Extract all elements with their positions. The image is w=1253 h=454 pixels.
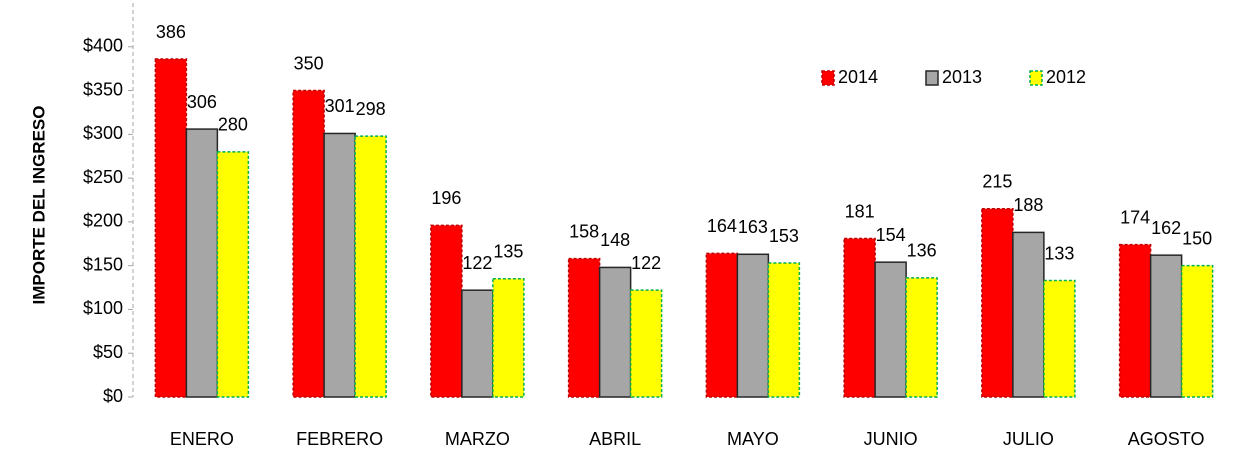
- data-label: 196: [431, 188, 461, 208]
- bar: [629, 289, 663, 398]
- data-label: 150: [1182, 228, 1212, 248]
- data-label: 181: [845, 201, 875, 221]
- bar: [1149, 254, 1183, 398]
- x-tick-label: ENERO: [170, 429, 234, 449]
- data-label: 162: [1151, 218, 1181, 238]
- y-tick-label: $100: [83, 298, 123, 318]
- data-label: 306: [187, 92, 217, 112]
- legend-swatch: [925, 70, 939, 86]
- x-tick-label: JULIO: [1003, 429, 1054, 449]
- bar: [1180, 264, 1214, 398]
- y-tick-label: $0: [103, 386, 123, 406]
- x-tick-label: ABRIL: [589, 429, 641, 449]
- data-label: 135: [493, 242, 523, 262]
- y-tick-label: $200: [83, 211, 123, 231]
- y-tick-label: $50: [93, 342, 123, 362]
- data-label: 298: [356, 99, 386, 119]
- y-tick-label: $250: [83, 167, 123, 187]
- data-label: 163: [738, 217, 768, 237]
- data-label: 188: [1013, 195, 1043, 215]
- bar: [185, 128, 219, 398]
- legend-swatch: [1029, 70, 1043, 86]
- bar: [1012, 231, 1045, 398]
- data-label: 133: [1044, 243, 1074, 263]
- y-tick-label: $400: [83, 36, 123, 56]
- legend-swatch: [821, 70, 835, 86]
- legend-label: 2012: [1046, 67, 1086, 87]
- bar: [736, 253, 770, 398]
- data-label: 386: [156, 22, 186, 42]
- y-tick-label: $150: [83, 254, 123, 274]
- legend-label: 2014: [838, 67, 878, 87]
- data-label: 122: [462, 253, 492, 273]
- bar: [705, 252, 739, 398]
- x-tick-label: JUNIO: [864, 429, 918, 449]
- bar: [354, 135, 387, 398]
- bar: [567, 257, 601, 398]
- bar: [767, 262, 801, 398]
- x-tick-label: FEBRERO: [296, 429, 383, 449]
- bar: [292, 89, 325, 398]
- bar: [598, 266, 632, 398]
- legend-label: 2013: [942, 67, 982, 87]
- data-label: 164: [707, 216, 737, 236]
- bar: [216, 151, 250, 398]
- bar: [461, 289, 494, 398]
- bar: [874, 261, 907, 398]
- data-label: 174: [1120, 207, 1150, 227]
- bar: [1118, 243, 1152, 398]
- bar: [323, 132, 356, 398]
- y-tick-label: $300: [83, 123, 123, 143]
- data-label: 148: [600, 230, 630, 250]
- bar: [1043, 279, 1076, 398]
- bar: [154, 58, 188, 398]
- data-label: 158: [569, 221, 599, 241]
- bar: [430, 224, 463, 398]
- y-tick-label: $350: [83, 79, 123, 99]
- data-label: 153: [769, 226, 799, 246]
- bar: [492, 278, 525, 398]
- bar: [905, 277, 938, 398]
- data-label: 215: [982, 172, 1012, 192]
- bar: [981, 208, 1014, 398]
- x-tick-label: MARZO: [445, 429, 510, 449]
- x-tick-label: MAYO: [727, 429, 779, 449]
- y-axis-label: IMPORTE DEL INGRESO: [29, 106, 48, 305]
- data-label: 301: [325, 96, 355, 116]
- data-label: 122: [631, 253, 661, 273]
- data-label: 154: [876, 225, 906, 245]
- data-label: 280: [218, 115, 248, 135]
- x-tick-label: AGOSTO: [1128, 429, 1205, 449]
- data-label: 350: [294, 53, 324, 73]
- bar: [843, 237, 876, 398]
- data-label: 136: [907, 241, 937, 261]
